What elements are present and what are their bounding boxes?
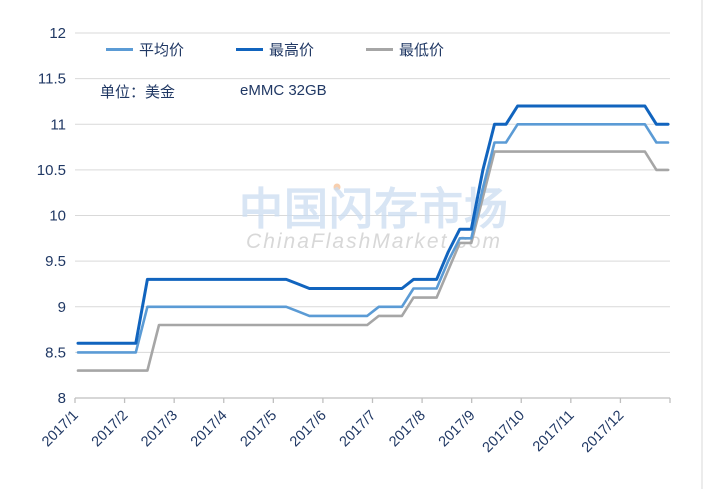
x-tick-label: 2017/8 bbox=[386, 408, 429, 451]
legend-item-low: 最低价 bbox=[366, 39, 444, 60]
legend-label-avg: 平均价 bbox=[139, 42, 185, 59]
legend-item-avg: 平均价 bbox=[106, 39, 184, 60]
series-lines bbox=[76, 104, 670, 372]
x-axis bbox=[74, 397, 671, 403]
y-tick-label: 11 bbox=[50, 116, 66, 133]
x-tick-label: 2017/1 bbox=[39, 408, 82, 451]
x-tick-label: 2017/5 bbox=[237, 408, 280, 451]
avg-line-swatch bbox=[106, 48, 133, 51]
x-axis-labels: 2017/1 2017/2 2017/3 2017/4 2017/5 2017/6 2017… bbox=[39, 408, 627, 456]
legend-item-high: 最高价 bbox=[236, 39, 314, 60]
y-axis-labels: 8 8.5 9 9.5 10 10.5 11 11.5 12 bbox=[37, 25, 66, 407]
y-tick-label: 10 bbox=[49, 208, 66, 225]
product-label: eMMC 32GB bbox=[240, 82, 327, 99]
x-tick-label: 2017/6 bbox=[287, 408, 330, 451]
watermark-subtitle: ChinaFlashMarket.com bbox=[246, 230, 502, 253]
y-tick-label: 11.5 bbox=[38, 71, 66, 88]
x-tick-label: 2017/2 bbox=[89, 408, 132, 451]
watermark-flame-dot bbox=[333, 183, 341, 191]
watermark-title: 中国闪存市场 bbox=[239, 185, 509, 234]
low-price-line bbox=[76, 150, 670, 372]
y-tick-label: 8 bbox=[58, 390, 66, 407]
gridlines bbox=[75, 32, 670, 353]
x-tick-label: 2017/11 bbox=[530, 408, 578, 456]
y-tick-label: 9 bbox=[58, 299, 66, 316]
watermark: 中国闪存市场 ChinaFlashMarket.com bbox=[239, 183, 509, 253]
x-tick-label: 2017/4 bbox=[188, 408, 231, 451]
x-tick-label: 2017/10 bbox=[480, 408, 528, 456]
x-tick-label: 2017/3 bbox=[138, 408, 181, 451]
legend: 平均价 最高价 最低价 bbox=[106, 39, 444, 60]
avg-price-line bbox=[76, 123, 670, 354]
y-tick-label: 10.5 bbox=[37, 162, 66, 179]
x-tick-label: 2017/7 bbox=[337, 408, 380, 451]
high-line-swatch bbox=[236, 48, 264, 51]
x-tick-label: 2017/9 bbox=[436, 408, 479, 451]
x-tick-label: 2017/12 bbox=[579, 408, 627, 456]
high-price-line bbox=[76, 104, 670, 345]
legend-label-low: 最低价 bbox=[399, 42, 445, 59]
y-tick-label: 8.5 bbox=[45, 344, 66, 361]
legend-label-high: 最高价 bbox=[269, 42, 315, 59]
low-line-swatch bbox=[366, 48, 394, 51]
y-tick-label: 12 bbox=[49, 25, 66, 42]
y-tick-label: 9.5 bbox=[45, 253, 66, 270]
unit-label: 单位：美金 bbox=[100, 84, 176, 101]
